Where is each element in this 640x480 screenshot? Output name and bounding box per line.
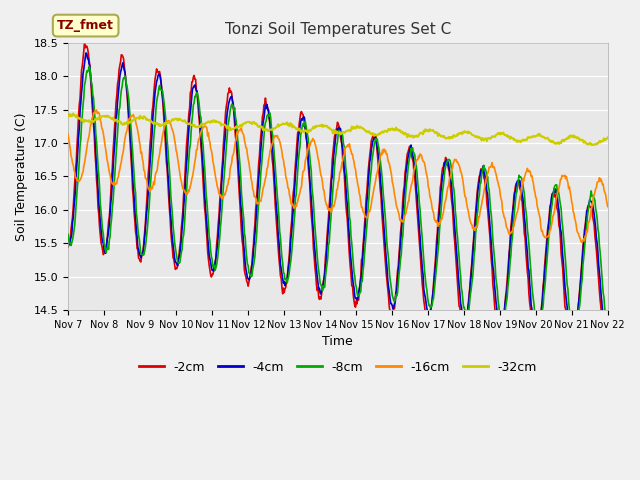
-16cm [64, 132, 72, 137]
Line: -2cm: -2cm [68, 42, 608, 360]
-32cm [70, 110, 77, 116]
-32cm [588, 142, 596, 148]
-32cm [185, 121, 193, 127]
-4cm [64, 240, 72, 246]
-32cm [604, 134, 612, 140]
-4cm [185, 126, 193, 132]
-8cm [185, 156, 193, 161]
-4cm [74, 148, 82, 154]
-8cm [570, 333, 578, 338]
-16cm [420, 158, 428, 164]
-4cm [603, 344, 611, 350]
-16cm [404, 199, 412, 205]
-8cm [420, 259, 428, 265]
-16cm [577, 240, 585, 245]
-4cm [420, 286, 428, 292]
-2cm [185, 110, 193, 116]
-2cm [74, 129, 82, 134]
-32cm [214, 119, 221, 125]
-2cm [214, 234, 221, 240]
Line: -16cm: -16cm [68, 110, 608, 242]
-4cm [82, 50, 90, 56]
-2cm [64, 244, 72, 250]
-4cm [404, 154, 412, 160]
Line: -8cm: -8cm [68, 67, 608, 336]
Y-axis label: Soil Temperature (C): Soil Temperature (C) [15, 112, 28, 241]
-2cm [81, 39, 88, 45]
-2cm [404, 149, 412, 155]
-16cm [604, 204, 612, 209]
-8cm [74, 180, 82, 186]
Text: TZ_fmet: TZ_fmet [57, 19, 114, 32]
-4cm [604, 343, 612, 348]
-16cm [185, 189, 193, 194]
-16cm [74, 178, 82, 184]
-16cm [214, 184, 221, 190]
-8cm [214, 257, 221, 263]
-4cm [130, 194, 138, 200]
Legend: -2cm, -4cm, -8cm, -16cm, -32cm: -2cm, -4cm, -8cm, -16cm, -32cm [134, 356, 542, 379]
X-axis label: Time: Time [323, 336, 353, 348]
-32cm [75, 115, 83, 121]
-32cm [420, 128, 428, 133]
-32cm [404, 131, 412, 137]
-2cm [420, 298, 428, 304]
-16cm [130, 114, 138, 120]
Line: -32cm: -32cm [68, 113, 608, 145]
-16cm [93, 107, 100, 113]
Line: -4cm: -4cm [68, 53, 608, 347]
-2cm [604, 352, 612, 358]
-8cm [604, 330, 612, 336]
-8cm [85, 64, 93, 70]
-8cm [130, 172, 138, 178]
-32cm [64, 113, 72, 119]
-32cm [130, 117, 138, 122]
-8cm [404, 166, 412, 172]
Title: Tonzi Soil Temperatures Set C: Tonzi Soil Temperatures Set C [225, 23, 451, 37]
-2cm [130, 209, 138, 215]
-4cm [214, 243, 221, 249]
-8cm [64, 231, 72, 237]
-2cm [603, 357, 611, 362]
